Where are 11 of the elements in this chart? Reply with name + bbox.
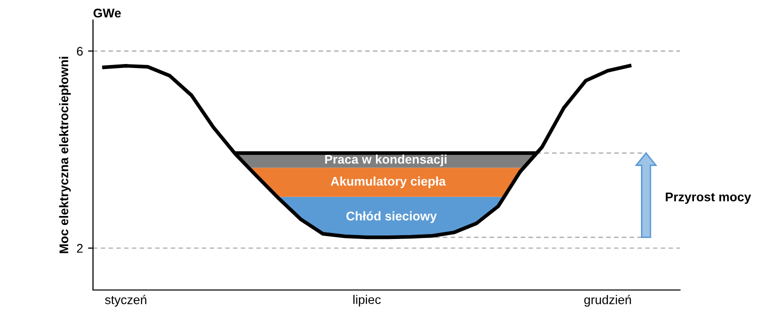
y-axis-title: Moc elektryczna elektrociepłowni [59, 56, 71, 254]
x-tick-label: grudzień [584, 294, 631, 307]
text: Przyrost mocy [666, 192, 752, 204]
band-label: Chłód sieciowy [346, 211, 437, 223]
x-tick-label: styczeń [105, 294, 146, 307]
band-label: Akumulatory ciepła [330, 176, 446, 188]
text: GWe [94, 8, 121, 18]
x-tick-label: lipiec [353, 294, 381, 307]
y-tick-label: 2 [76, 244, 83, 253]
band-label: Praca w kondensacji [325, 154, 446, 166]
y-tick-label: 6 [76, 46, 83, 56]
